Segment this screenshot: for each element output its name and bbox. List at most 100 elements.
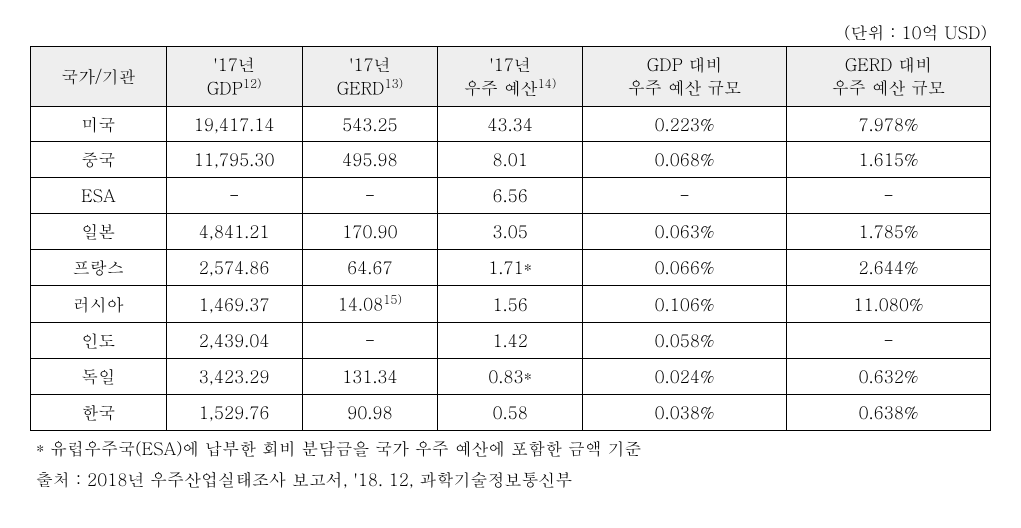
- header-superscript: 12): [243, 76, 262, 92]
- table-cell: 2,574.86: [166, 250, 302, 286]
- cell-value: 131.34: [342, 364, 398, 388]
- header-text: 국가/기관: [61, 64, 135, 88]
- table-row: 인도2,439.04-1.420.058%-: [31, 322, 991, 358]
- header-line1: '17년: [489, 52, 531, 76]
- cell-superscript: 15): [383, 292, 402, 308]
- table-cell: 543.25: [302, 106, 438, 142]
- cell-value: 543.25: [342, 112, 398, 136]
- table-cell: 7.978%: [787, 106, 991, 142]
- cell-value: 14.08: [338, 292, 383, 316]
- table-cell: 90.98: [302, 394, 438, 430]
- table-cell: 14.0815): [302, 286, 438, 323]
- table-cell: 2,439.04: [166, 322, 302, 358]
- cell-value: 6.56: [492, 183, 527, 207]
- table-cell: 4,841.21: [166, 214, 302, 250]
- table-cell: 19,417.14: [166, 106, 302, 142]
- cell-value: 0.024%: [655, 364, 715, 388]
- table-cell: 0.063%: [583, 214, 787, 250]
- unit-label: (단위 : 10억 USD): [30, 20, 991, 44]
- cell-value: 0.632%: [859, 364, 919, 388]
- table-cell: 3.05: [438, 214, 583, 250]
- table-cell: 495.98: [302, 142, 438, 178]
- table-cell: 한국: [31, 394, 167, 430]
- table-cell: 131.34: [302, 358, 438, 394]
- header-superscript: 13): [385, 76, 404, 92]
- column-header: 국가/기관: [31, 47, 167, 107]
- header-line2: 우주 예산 규모: [832, 75, 945, 99]
- cell-value: 1.785%: [859, 219, 919, 243]
- table-cell: 1.42: [438, 322, 583, 358]
- cell-value: 0.638%: [859, 400, 919, 424]
- table-cell: 러시아: [31, 286, 167, 323]
- table-cell: 170.90: [302, 214, 438, 250]
- table-cell: 1.56: [438, 286, 583, 323]
- header-line2: 우주 예산: [464, 76, 538, 100]
- table-cell: 일본: [31, 214, 167, 250]
- cell-value: 0.066%: [655, 255, 715, 279]
- table-cell: 11,795.30: [166, 142, 302, 178]
- table-cell: 0.068%: [583, 142, 787, 178]
- cell-value: 4,841.21: [199, 219, 270, 243]
- table-cell: 0.223%: [583, 106, 787, 142]
- cell-value: 43.34: [487, 112, 532, 136]
- table-header: 국가/기관'17년GDP12)'17년GERD13)'17년우주 예산14)GD…: [31, 47, 991, 107]
- cell-value: 미국: [81, 112, 115, 136]
- cell-value: 프랑스: [73, 255, 124, 279]
- table-cell: 0.066%: [583, 250, 787, 286]
- table-cell: 64.67: [302, 250, 438, 286]
- table-cell: 0.038%: [583, 394, 787, 430]
- table-cell: 인도: [31, 322, 167, 358]
- header-line2: GDP: [207, 76, 243, 100]
- table-cell: -: [302, 178, 438, 214]
- table-row: 프랑스2,574.8664.671.71*0.066%2.644%: [31, 250, 991, 286]
- table-cell: 0.058%: [583, 322, 787, 358]
- cell-value: 0.063%: [655, 219, 715, 243]
- table-cell: 0.106%: [583, 286, 787, 323]
- cell-value: 러시아: [73, 292, 124, 316]
- table-cell: -: [787, 178, 991, 214]
- table-cell: 0.024%: [583, 358, 787, 394]
- table-row: 한국1,529.76 90.98 0.580.038% 0.638%: [31, 394, 991, 430]
- header-line2: GERD: [337, 76, 385, 100]
- table-cell: ESA: [31, 178, 167, 214]
- table-cell: -: [302, 322, 438, 358]
- cell-value: -: [883, 183, 894, 207]
- table-cell: 2.644%: [787, 250, 991, 286]
- cell-value: -: [365, 183, 376, 207]
- table-row: 독일3,423.29131.340.83*0.024%0.632%: [31, 358, 991, 394]
- table-cell: 43.34: [438, 106, 583, 142]
- footnote-line: 출처 : 2018년 우주산업실태조사 보고서, '18. 12, 과학기술정보…: [30, 466, 991, 493]
- cell-value: 90.98: [347, 400, 392, 424]
- cell-value: 64.67: [347, 255, 392, 279]
- table-cell: 11.080%: [787, 286, 991, 323]
- cell-value: 2,439.04: [199, 328, 270, 352]
- header-line1: GDP 대비: [647, 52, 723, 76]
- cell-value: 11,795.30: [194, 147, 275, 171]
- table-cell: 0.638%: [787, 394, 991, 430]
- table-cell: 1.785%: [787, 214, 991, 250]
- cell-value: 495.98: [342, 147, 398, 171]
- cell-value: -: [679, 183, 690, 207]
- cell-value: 독일: [81, 364, 115, 388]
- cell-value: 3.05: [492, 219, 527, 243]
- table-cell: 0.58: [438, 394, 583, 430]
- table-cell: 1,529.76: [166, 394, 302, 430]
- cell-value: 19,417.14: [194, 112, 275, 136]
- cell-value: 7.978%: [859, 112, 919, 136]
- cell-value: 170.90: [342, 219, 398, 243]
- cell-value: -: [229, 183, 240, 207]
- table-cell: 0.632%: [787, 358, 991, 394]
- header-superscript: 14): [538, 76, 557, 92]
- cell-value: 2,574.86: [199, 255, 270, 279]
- cell-value: 중국: [81, 147, 115, 171]
- column-header: '17년GDP12): [166, 47, 302, 107]
- table-cell: 0.83*: [438, 358, 583, 394]
- header-line1: '17년: [213, 52, 255, 76]
- header-line2: 우주 예산 규모: [628, 75, 741, 99]
- cell-value: 2.644%: [859, 255, 919, 279]
- table-row: 일본 4,841.21 170.90 3.05 0.063% 1.785%: [31, 214, 991, 250]
- column-header: GERD 대비우주 예산 규모: [787, 47, 991, 107]
- cell-value: ESA: [81, 183, 116, 207]
- column-header: '17년GERD13): [302, 47, 438, 107]
- table-cell: 미국: [31, 106, 167, 142]
